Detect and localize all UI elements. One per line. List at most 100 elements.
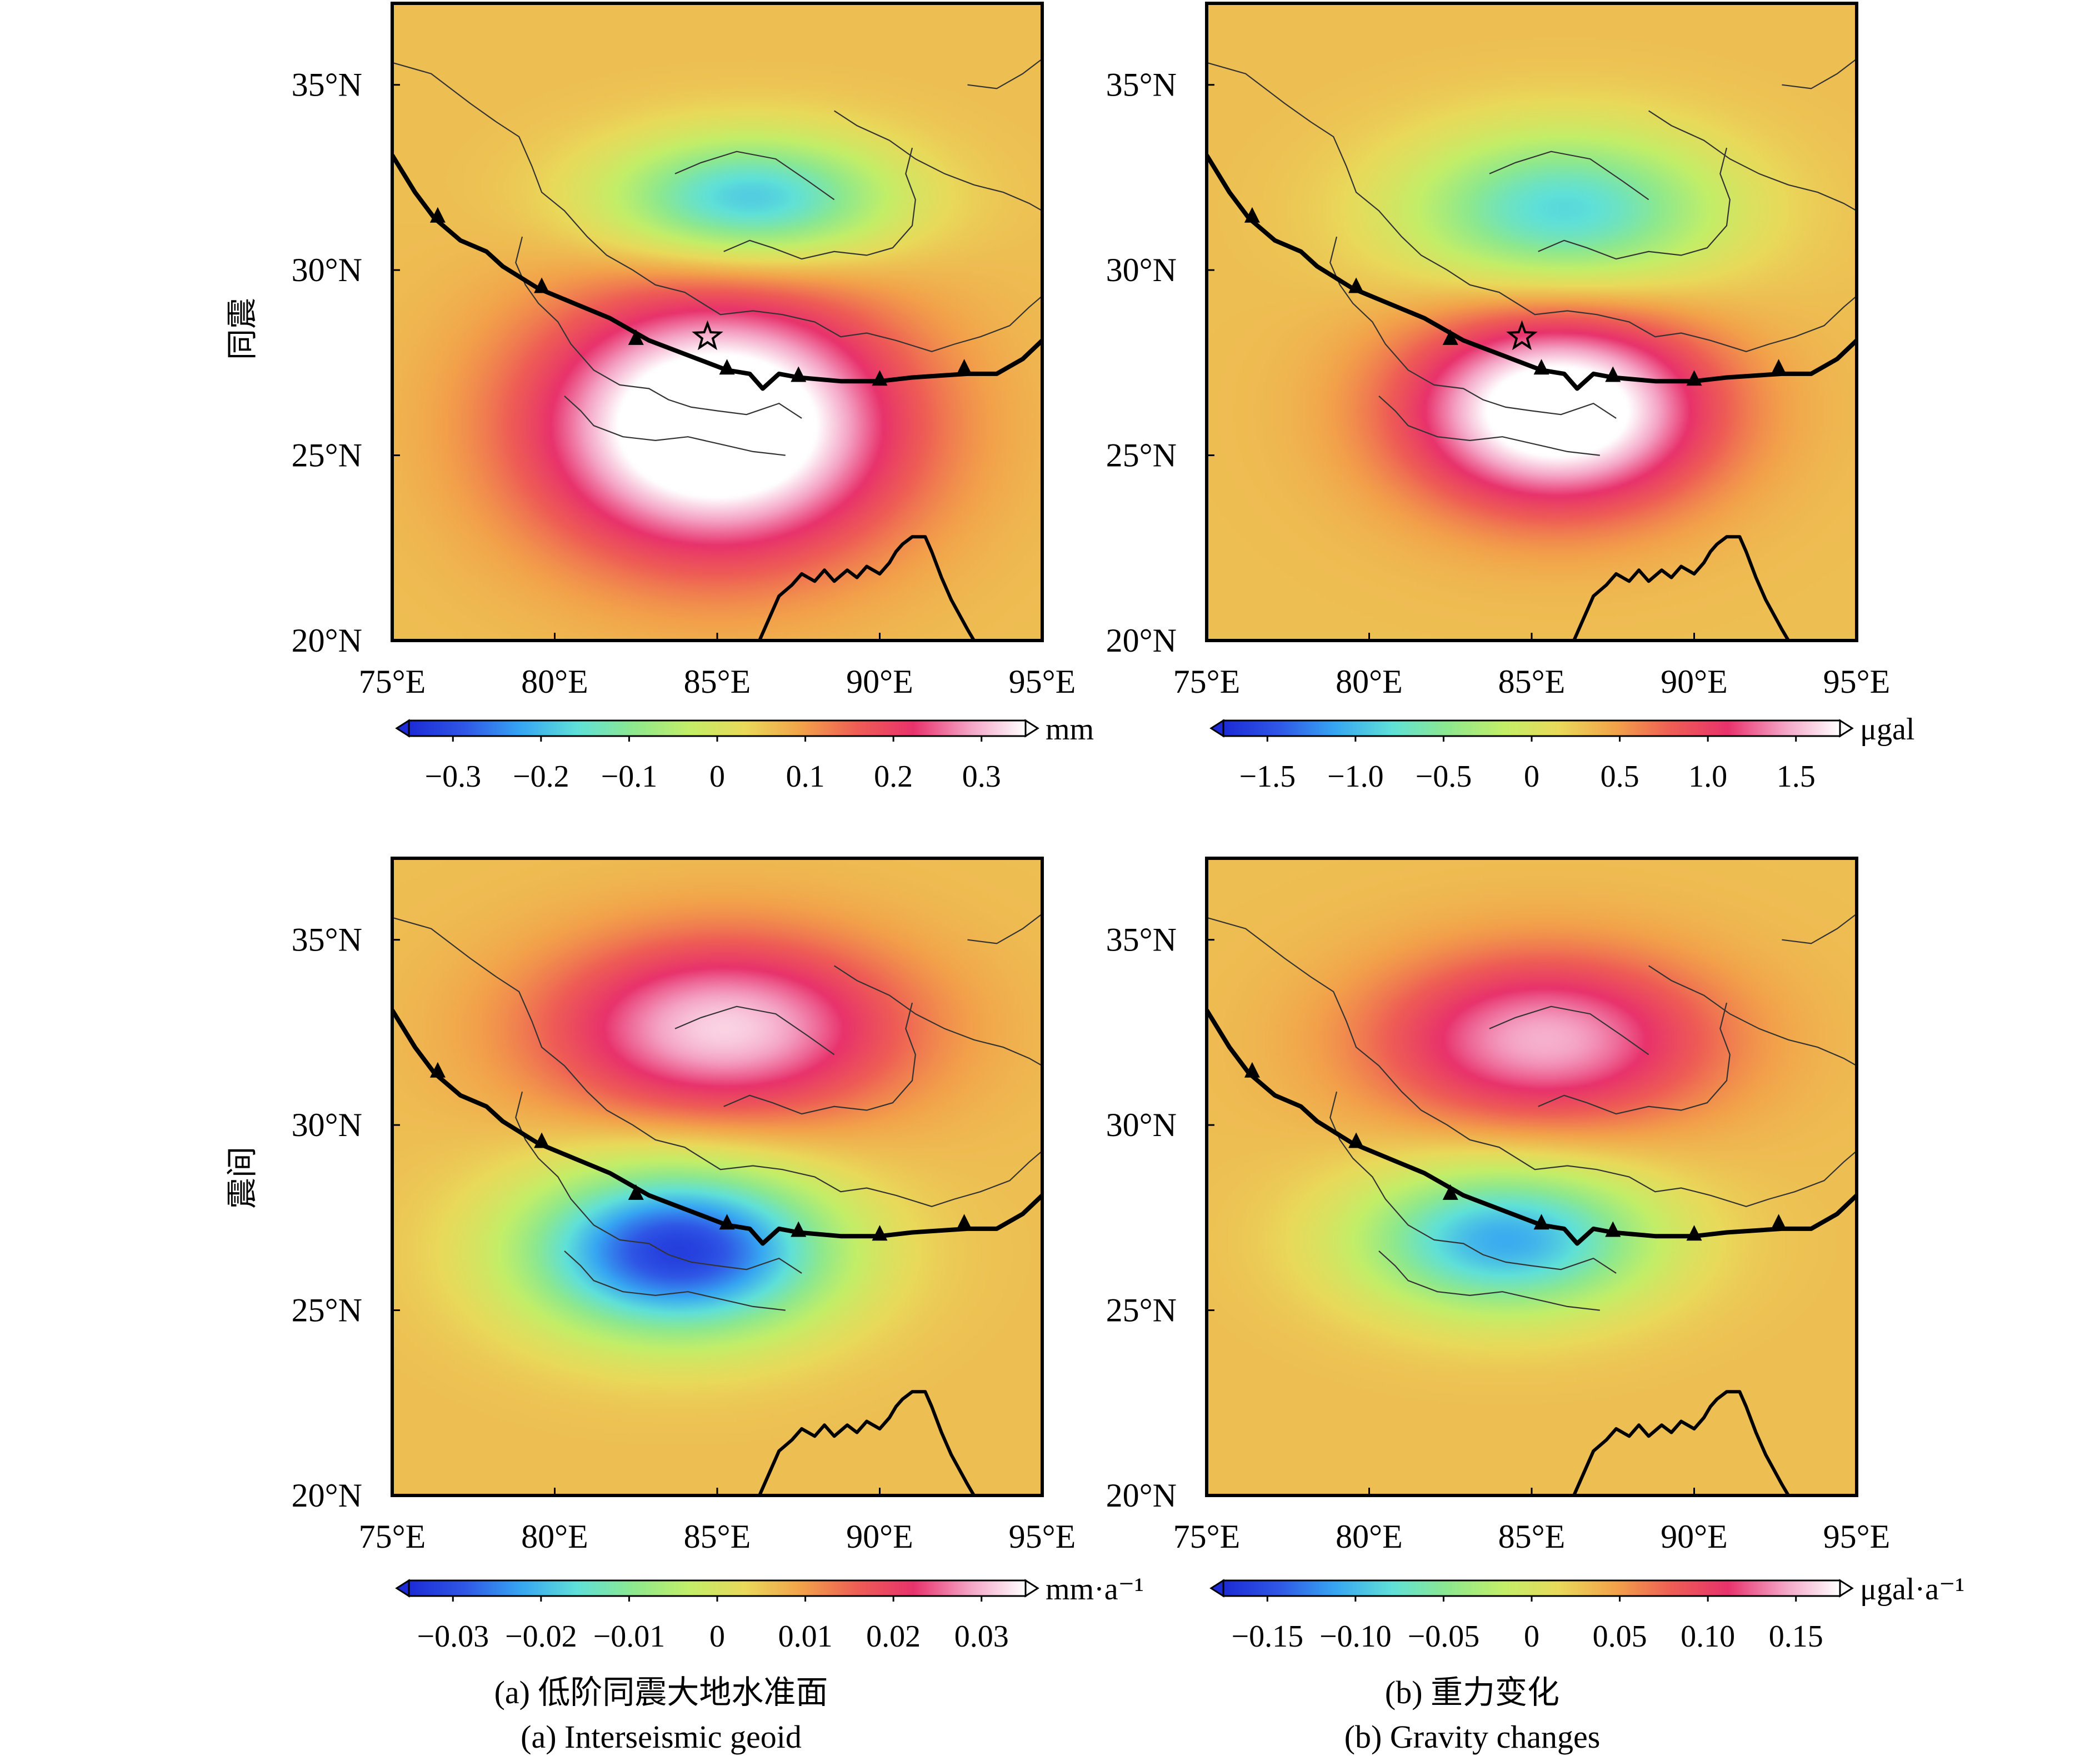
colorbar-gradient bbox=[408, 719, 1027, 737]
thrust-tooth-marker bbox=[1533, 359, 1549, 375]
thrust-tooth-marker bbox=[1244, 1062, 1260, 1078]
y-tick-label: 35°N bbox=[1106, 67, 1177, 103]
y-tick-label: 30°N bbox=[292, 1107, 362, 1143]
border-line bbox=[1648, 110, 1857, 212]
thrust-tooth-marker bbox=[956, 359, 972, 375]
border-line bbox=[1329, 1091, 1617, 1274]
colorbar-tick-label: −1.0 bbox=[1327, 759, 1384, 794]
border-line bbox=[1378, 396, 1600, 456]
x-tick-label: 80°E bbox=[1336, 663, 1403, 700]
map-panel-1: 75°E 80°E 85°E 90°E 95°E 20°N 25°N 30°N 35°N mm −0… bbox=[292, 2, 1094, 794]
field-raster bbox=[1207, 858, 1857, 1495]
x-tick-label: 95°E bbox=[1009, 1518, 1076, 1555]
epicenter-star-icon bbox=[692, 320, 723, 351]
border-line bbox=[1538, 1002, 1731, 1115]
y-tick-label: 20°N bbox=[1106, 622, 1177, 659]
colorbar-tick-label: 0 bbox=[709, 759, 725, 794]
border-line bbox=[967, 58, 1042, 89]
thrust-tooth-marker bbox=[1533, 1214, 1549, 1230]
y-tick-label: 25°N bbox=[292, 1292, 362, 1329]
row-label-interseismic: 震间 bbox=[226, 1147, 260, 1209]
colorbar-max-arrow bbox=[1024, 719, 1039, 738]
x-tick-label: 85°E bbox=[1498, 1518, 1566, 1555]
thrust-tooth-marker bbox=[628, 1184, 644, 1200]
field-raster bbox=[1207, 3, 1857, 641]
colorbar-tick-label: 0 bbox=[1524, 1619, 1539, 1654]
caption-b-zh: (b) 重力变化 bbox=[1385, 1674, 1559, 1710]
x-tick-label: 75°E bbox=[359, 1518, 426, 1555]
border-line bbox=[564, 1250, 786, 1311]
thrust-tooth-marker bbox=[1686, 370, 1702, 386]
colorbar-tick-label: −0.15 bbox=[1231, 1619, 1303, 1654]
border-line bbox=[674, 1005, 835, 1055]
colorbar: mm −0.3 −0.2 −0.1 0 0.1 0.2 0.3 bbox=[395, 712, 1094, 794]
border-line bbox=[1207, 917, 1857, 1207]
colorbar-tick-label: −0.5 bbox=[1416, 759, 1472, 794]
map-panel-4: 75°E 80°E 85°E 90°E 95°E 20°N 25°N 30°N 35°N μgal… bbox=[1106, 857, 1964, 1654]
colorbar-gradient bbox=[408, 1579, 1027, 1597]
x-tick-label: 90°E bbox=[846, 1518, 913, 1555]
border-line bbox=[674, 151, 835, 201]
colorbar-tick-label: −0.01 bbox=[593, 1619, 666, 1654]
y-tick-label: 25°N bbox=[1106, 437, 1177, 474]
border-line bbox=[1378, 1250, 1600, 1311]
border-line bbox=[515, 1091, 802, 1274]
row-label-coseismic: 同震 bbox=[226, 298, 260, 360]
thrust-tooth-marker bbox=[429, 207, 446, 223]
border-line bbox=[723, 147, 916, 260]
x-tick-label: 75°E bbox=[359, 663, 426, 700]
colorbar-tick-label: 0.01 bbox=[778, 1619, 833, 1654]
colorbar-tick-label: 0.02 bbox=[866, 1619, 921, 1654]
colorbar-max-arrow bbox=[1024, 1579, 1039, 1598]
thrust-tooth-marker bbox=[719, 359, 735, 375]
caption-a-en: (a) Interseismic geoid bbox=[521, 1719, 802, 1755]
caption-b-en: (b) Gravity changes bbox=[1344, 1719, 1601, 1755]
x-tick-label: 90°E bbox=[1661, 663, 1728, 700]
colorbar-tick-label: −0.2 bbox=[513, 759, 569, 794]
thrust-tooth-marker bbox=[1686, 1225, 1702, 1241]
border-line bbox=[833, 965, 1042, 1067]
thrust-tooth-marker bbox=[628, 329, 644, 345]
y-tick-label: 20°N bbox=[1106, 1477, 1177, 1514]
thrust-tooth-marker bbox=[791, 366, 807, 382]
colorbar-tick-label: 0.1 bbox=[786, 759, 825, 794]
thrust-tooth-marker bbox=[1442, 329, 1458, 345]
x-tick-label: 85°E bbox=[684, 1518, 751, 1555]
thrust-tooth-marker bbox=[872, 370, 888, 386]
y-tick-label: 35°N bbox=[292, 922, 362, 958]
colorbar-min-arrow bbox=[1209, 719, 1224, 738]
y-tick-label: 30°N bbox=[292, 252, 362, 288]
thrust-tooth-marker bbox=[1348, 1132, 1364, 1148]
colorbar-tick-label: −0.3 bbox=[424, 759, 481, 794]
epicenter-star-icon bbox=[1506, 320, 1538, 351]
y-tick-label: 20°N bbox=[292, 622, 362, 659]
border-line bbox=[833, 110, 1042, 212]
colorbar-tick-label: −0.10 bbox=[1319, 1619, 1392, 1654]
colorbar: μgal −1.5 −1.0 −0.5 0 0.5 1.0 1.5 bbox=[1209, 712, 1914, 794]
colorbar-unit: mm bbox=[1046, 712, 1094, 747]
y-tick-label: 35°N bbox=[1106, 922, 1177, 958]
coastline bbox=[1572, 1390, 1790, 1495]
coastline bbox=[758, 1390, 976, 1495]
colorbar-max-arrow bbox=[1839, 719, 1854, 738]
colorbar-tick-label: 0 bbox=[709, 1619, 725, 1654]
thrust-tooth-marker bbox=[1771, 359, 1787, 375]
map-panel-2: 75°E 80°E 85°E 90°E 95°E 20°N 25°N 30°N 35°N μgal… bbox=[1106, 2, 1914, 794]
border-line bbox=[723, 1002, 916, 1115]
colorbar-tick-label: 0.05 bbox=[1593, 1619, 1647, 1654]
border-line bbox=[515, 236, 802, 419]
coastline bbox=[758, 535, 976, 641]
border-line bbox=[1489, 151, 1649, 201]
thrust-tooth-marker bbox=[791, 1221, 807, 1237]
border-line bbox=[1648, 965, 1857, 1067]
colorbar-tick-label: −0.02 bbox=[505, 1619, 577, 1654]
field-raster bbox=[392, 858, 1042, 1495]
thrust-tooth-marker bbox=[1605, 1221, 1621, 1237]
colorbar-tick-label: −1.5 bbox=[1239, 759, 1296, 794]
thrust-tooth-marker bbox=[1605, 366, 1621, 382]
field-raster bbox=[392, 3, 1042, 641]
border-line bbox=[392, 62, 1042, 352]
x-tick-label: 95°E bbox=[1823, 663, 1891, 700]
border-line bbox=[1329, 236, 1617, 419]
